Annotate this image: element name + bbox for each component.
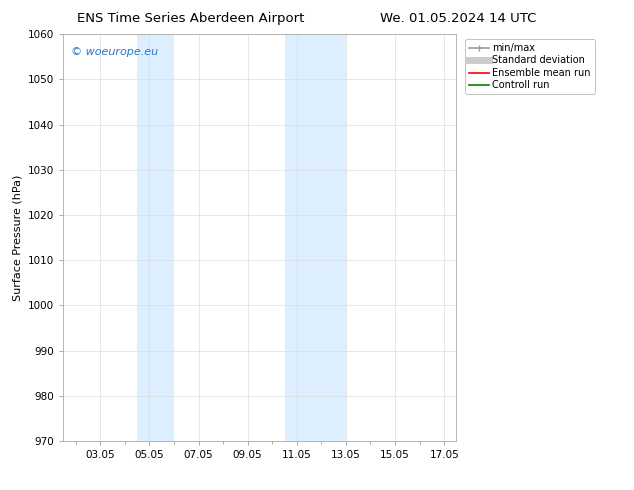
Y-axis label: Surface Pressure (hPa): Surface Pressure (hPa) [13, 174, 23, 301]
Bar [137, 34, 174, 441]
Text: We. 01.05.2024 14 UTC: We. 01.05.2024 14 UTC [380, 12, 537, 25]
Text: © woeurope.eu: © woeurope.eu [71, 47, 158, 56]
Bar [285, 34, 346, 441]
Text: ENS Time Series Aberdeen Airport: ENS Time Series Aberdeen Airport [77, 12, 304, 25]
Legend: min/max, Standard deviation, Ensemble mean run, Controll run: min/max, Standard deviation, Ensemble me… [465, 39, 595, 94]
